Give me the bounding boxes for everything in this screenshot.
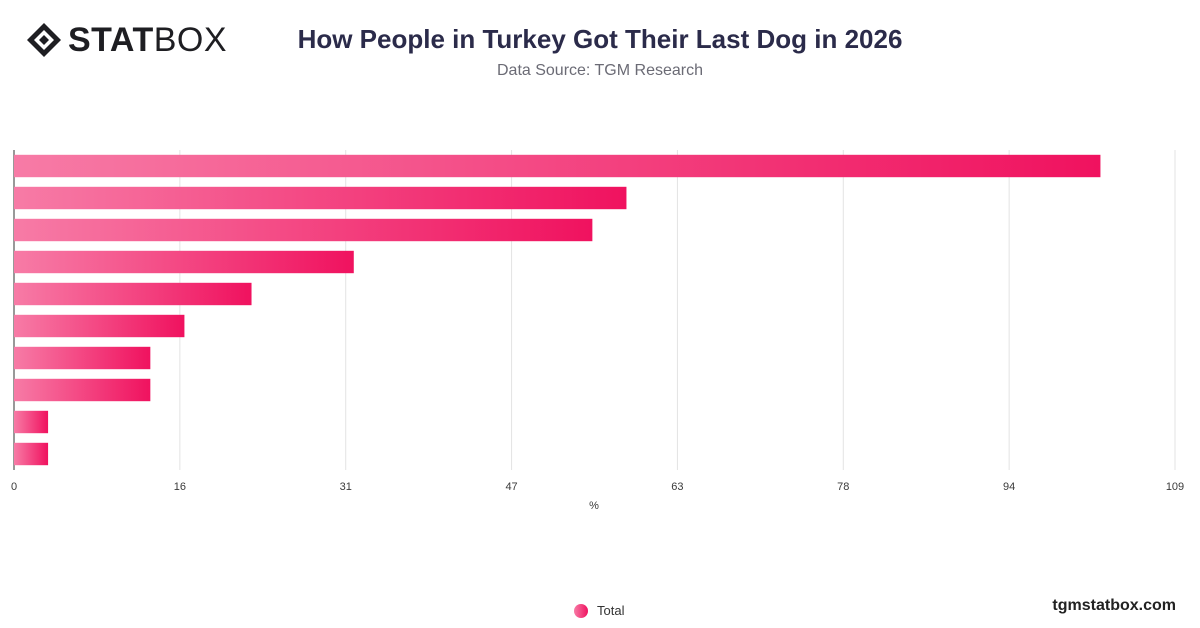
x-tick-label: 94 (1003, 481, 1015, 493)
bar[interactable] (14, 218, 593, 242)
x-tick-label: 31 (340, 481, 352, 493)
x-tick-label: 63 (671, 481, 683, 493)
bar[interactable] (14, 378, 151, 402)
chart-subtitle: Data Source: TGM Research (496, 62, 703, 79)
x-tick-label: 109 (1166, 481, 1184, 493)
bars (14, 154, 1101, 466)
legend[interactable]: Total (574, 603, 624, 618)
bar[interactable] (14, 314, 185, 338)
legend-label: Total (597, 603, 625, 618)
x-tick-label: 78 (837, 481, 849, 493)
logo-text-bold: STAT (68, 21, 154, 59)
bar[interactable] (14, 410, 49, 434)
bar[interactable] (14, 250, 354, 274)
statbox-logo: STATBOX (26, 22, 227, 58)
logo-text-light: BOX (153, 21, 228, 59)
chart-title: How People in Turkey Got Their Last Dog … (297, 24, 903, 54)
x-axis-label: % (589, 500, 599, 512)
x-tick-label: 0 (11, 481, 17, 493)
x-tick-label: 47 (505, 481, 517, 493)
bar[interactable] (14, 346, 151, 370)
logo-text: STATBOX (68, 22, 227, 58)
x-tick-label: 16 (174, 481, 186, 493)
bar[interactable] (14, 186, 627, 210)
bar[interactable] (14, 154, 1101, 178)
x-axis-ticks: 0 16 31 47 63 78 94 109 (11, 481, 1184, 493)
website-label[interactable]: tgmstatbox.com (1052, 597, 1176, 614)
bar[interactable] (14, 282, 252, 306)
statbox-diamond-icon (27, 23, 61, 57)
legend-swatch (574, 603, 588, 618)
bar[interactable] (14, 442, 49, 466)
